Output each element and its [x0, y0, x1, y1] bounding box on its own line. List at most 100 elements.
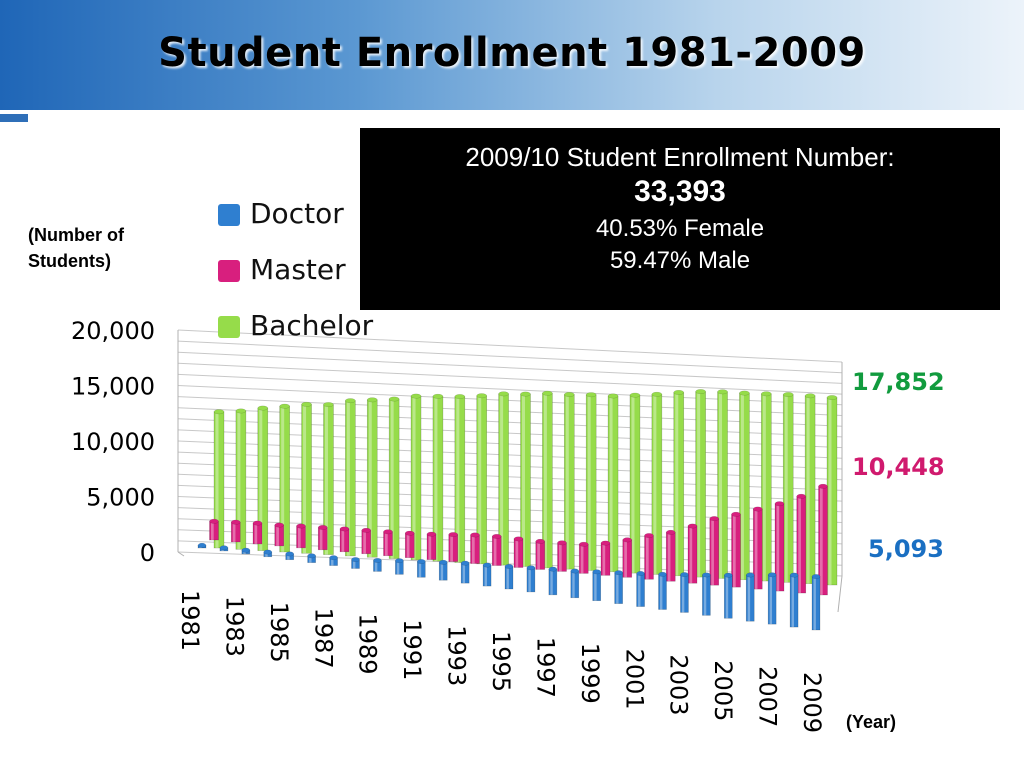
doctor-end-label: 5,093 — [868, 535, 944, 563]
bar-cap — [680, 572, 689, 578]
bar-highlight — [462, 563, 466, 584]
bar-cap — [796, 493, 806, 499]
y-tick-label: 15,000 — [71, 373, 155, 401]
bar-cap — [373, 557, 382, 563]
bar-highlight — [609, 395, 613, 572]
info-heading: 2009/10 Student Enrollment Number: — [465, 142, 895, 172]
bar-highlight — [602, 543, 606, 576]
bar-master-1992 — [448, 532, 459, 562]
bar-cap — [535, 538, 545, 544]
bar-body — [383, 531, 393, 557]
bar-highlight — [572, 571, 575, 598]
bar-cap — [460, 560, 470, 566]
bar-master-2009 — [818, 483, 828, 596]
bar-highlight — [309, 555, 312, 563]
bar-cap — [345, 398, 356, 404]
bar-bachelor-1997 — [563, 392, 575, 570]
bar-highlight — [363, 530, 366, 554]
bar-highlight — [697, 391, 701, 578]
bar-cap — [607, 393, 619, 399]
bar-cap — [209, 518, 219, 524]
legend-label-master: Master — [250, 253, 346, 286]
bar-cap — [557, 540, 567, 546]
bar-highlight — [587, 394, 591, 571]
bar-highlight — [624, 539, 627, 578]
bar-bachelor-2006 — [761, 391, 772, 582]
bar-cap — [476, 393, 487, 399]
master-end-label: 10,448 — [852, 453, 945, 481]
bar-bachelor-1982 — [235, 408, 247, 550]
bar-body — [665, 532, 676, 582]
bar-cap — [470, 532, 480, 538]
bar-body — [687, 525, 698, 584]
bar-master-2001 — [644, 533, 654, 580]
bar-cap — [687, 523, 698, 529]
bar-doctor-2008 — [789, 572, 799, 628]
bar-cap — [513, 536, 524, 542]
bar-cap — [622, 537, 632, 543]
x-tick-label: 1999 — [576, 643, 604, 704]
bar-highlight — [493, 536, 497, 566]
bar-master-1984 — [274, 522, 285, 547]
bar-highlight — [298, 526, 301, 548]
bar-highlight — [478, 395, 482, 564]
bar-cap — [263, 549, 273, 555]
bar-master-2006 — [752, 506, 763, 590]
bars — [197, 389, 838, 631]
bar-cap — [235, 408, 247, 414]
bar-cap — [702, 572, 711, 578]
bar-highlight — [646, 535, 649, 580]
bar-cap — [279, 403, 290, 409]
bar-highlight — [631, 395, 635, 574]
bar-body — [636, 573, 645, 607]
bar-body — [230, 521, 241, 543]
bar-cap — [213, 409, 225, 415]
bar-cap — [774, 501, 785, 507]
bar-doctor-1999 — [592, 569, 602, 602]
bar-cap — [241, 547, 251, 553]
bar-doctor-2006 — [745, 572, 755, 622]
bar-doctor-2000 — [614, 570, 623, 604]
bar-doctor-1996 — [526, 565, 536, 593]
bar-body — [614, 572, 623, 604]
x-tick-label: 2007 — [754, 666, 782, 727]
x-tick-label: 1997 — [531, 637, 559, 698]
bar-doctor-1998 — [570, 568, 580, 599]
bar-body — [731, 514, 741, 588]
bar-master-1999 — [600, 540, 611, 576]
bar-highlight — [484, 565, 487, 587]
bar-body — [723, 574, 733, 619]
bar-bachelor-1987 — [345, 398, 356, 557]
bar-highlight — [537, 541, 540, 570]
bar-cap — [329, 555, 338, 561]
bar-highlight — [594, 571, 597, 601]
bar-cap — [454, 394, 466, 400]
bar-body — [426, 533, 437, 560]
x-tick-label: 1991 — [398, 619, 426, 680]
bar-bachelor-2000 — [629, 392, 641, 574]
bar-cap — [767, 572, 777, 578]
bar-cap — [782, 392, 794, 397]
gridline — [177, 373, 843, 406]
bar-cap — [673, 389, 684, 395]
x-tick-label: 2005 — [709, 660, 737, 721]
bar-cap — [724, 572, 733, 578]
bar-bachelor-2003 — [695, 389, 706, 578]
bar-cap — [636, 571, 645, 576]
bar-highlight — [681, 574, 685, 613]
bar-doctor-1987 — [329, 555, 338, 566]
bar-body — [752, 508, 763, 590]
bar-highlight — [259, 408, 263, 551]
bar-cap — [197, 542, 207, 548]
bar-bachelor-1981 — [213, 409, 225, 549]
bar-cap — [804, 393, 816, 399]
bar-bachelor-1984 — [279, 403, 290, 553]
bar-bachelor-1992 — [454, 394, 466, 563]
bar-highlight — [506, 566, 509, 589]
y-tick-label: 10,000 — [71, 428, 155, 456]
bar-master-2003 — [687, 523, 698, 584]
bar-highlight — [331, 557, 334, 566]
x-tick-label: 2001 — [620, 649, 648, 710]
bar-doctor-1986 — [307, 553, 316, 563]
bar-doctor-1985 — [285, 551, 295, 561]
